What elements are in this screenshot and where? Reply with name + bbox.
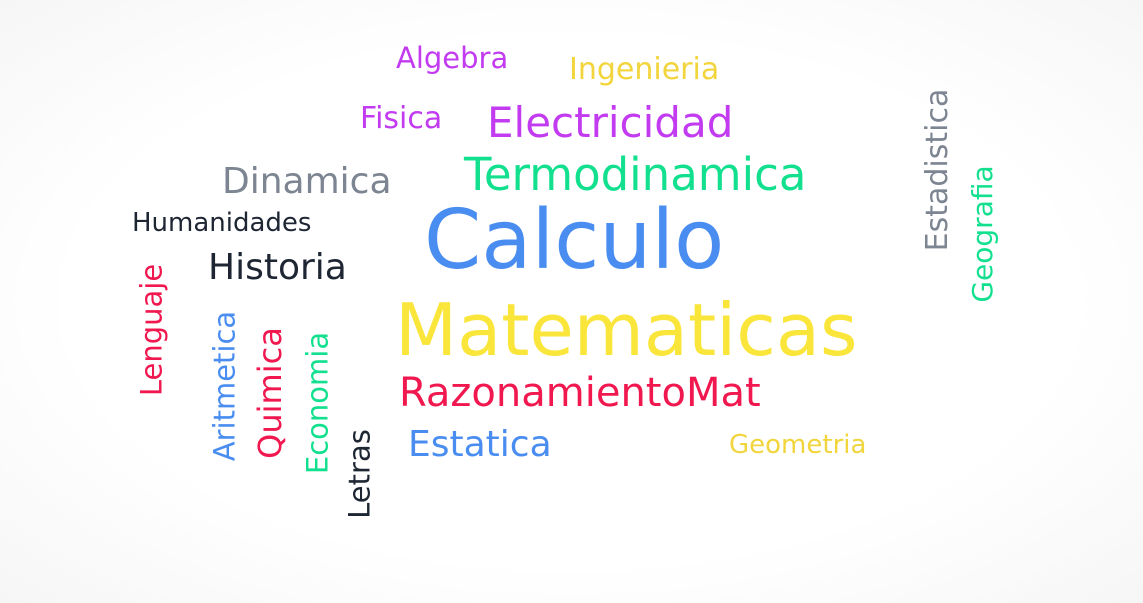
word-humanidades: Humanidades xyxy=(132,208,312,238)
word-historia: Historia xyxy=(208,247,347,288)
word-economia: Economia xyxy=(300,331,335,475)
word-lenguaje: Lenguaje xyxy=(134,263,169,397)
word-electricidad: Electricidad xyxy=(487,98,734,147)
word-fisica: Fisica xyxy=(360,101,443,136)
word-estatica: Estatica xyxy=(408,424,552,465)
word-estadistica: Estadistica xyxy=(920,88,955,252)
word-razonamientomat: RazonamientoMat xyxy=(399,370,761,416)
word-letras: Letras xyxy=(342,429,377,519)
word-geografia: Geografia xyxy=(966,165,999,303)
word-geometria: Geometria xyxy=(729,430,867,460)
word-quimica: Quimica xyxy=(251,327,289,459)
word-matematicas: Matematicas xyxy=(395,288,858,372)
word-aritmetica: Aritmetica xyxy=(207,310,242,462)
word-termodinamica: Termodinamica xyxy=(464,148,807,201)
word-dinamica: Dinamica xyxy=(222,161,392,202)
word-algebra: Algebra xyxy=(396,41,509,75)
word-calculo: Calculo xyxy=(424,193,725,288)
word-ingenieria: Ingenieria xyxy=(569,52,720,87)
